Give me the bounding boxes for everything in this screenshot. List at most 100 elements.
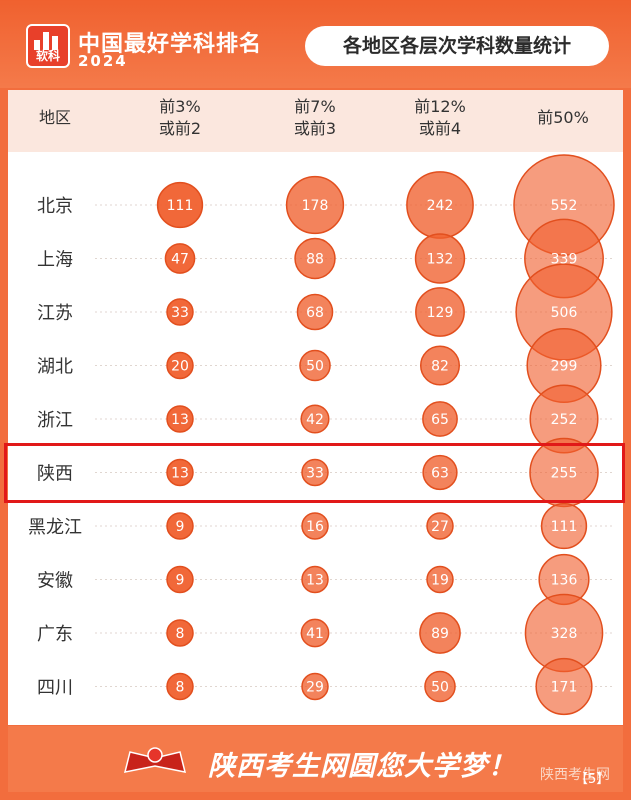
bubble-北京-tier1 bbox=[156, 181, 204, 229]
data-label: 50 bbox=[431, 680, 449, 696]
data-label: 13 bbox=[171, 466, 189, 482]
highlight-box-shaanxi bbox=[4, 443, 625, 503]
region-label: 黑龙江 bbox=[28, 517, 82, 538]
logo-text: 软科 bbox=[35, 49, 60, 63]
region-label: 四川 bbox=[37, 678, 73, 699]
header-banner: 软科 中国最好学科排名 2024 各地区各层次学科数量统计 bbox=[0, 0, 631, 88]
data-label: 13 bbox=[306, 573, 324, 589]
bubble-江苏-tier1 bbox=[166, 298, 194, 326]
data-label: 82 bbox=[431, 359, 449, 375]
data-label: 16 bbox=[306, 519, 324, 535]
region-label: 广东 bbox=[37, 624, 73, 645]
column-header-tier3-line1: 前12% bbox=[414, 97, 466, 116]
region-label: 浙江 bbox=[37, 410, 73, 431]
column-header-tier2-line1: 前7% bbox=[294, 97, 336, 116]
region-label: 北京 bbox=[37, 196, 73, 217]
data-label: 9 bbox=[176, 519, 185, 535]
data-label: 9 bbox=[176, 573, 185, 589]
bubble-陕西-tier3 bbox=[422, 454, 458, 491]
data-label: 328 bbox=[551, 626, 578, 642]
brand-title: 中国最好学科排名 bbox=[78, 32, 263, 57]
bubble-湖北-tier2 bbox=[299, 349, 331, 382]
column-header-tier4-line1: 前50% bbox=[537, 108, 589, 127]
column-header-row bbox=[8, 90, 623, 152]
footer-watermark: 陕西考生网 bbox=[540, 767, 610, 783]
open-book-icon bbox=[123, 747, 187, 773]
bubble-chart: 1114733201313998817888685042331613412924… bbox=[28, 154, 615, 716]
data-label: 111 bbox=[551, 519, 578, 535]
page-number: 【5】 bbox=[575, 772, 610, 787]
bubble-浙江-tier2 bbox=[300, 404, 330, 434]
bubble-浙江-tier1 bbox=[166, 405, 194, 433]
data-label: 65 bbox=[431, 412, 449, 428]
data-label: 252 bbox=[551, 412, 578, 428]
bubble-上海-tier3 bbox=[414, 233, 466, 284]
data-label: 129 bbox=[427, 305, 454, 321]
bubble-安徽-tier3 bbox=[426, 565, 454, 594]
column-header-tier2: 前7% 或前3 bbox=[260, 96, 370, 140]
bubble-黑龙江-tier3 bbox=[426, 512, 454, 540]
data-label: 506 bbox=[551, 305, 578, 321]
shanghairanking-logo: 软科 bbox=[26, 24, 70, 68]
data-label: 63 bbox=[431, 466, 449, 482]
column-header-tier4: 前50% bbox=[508, 107, 618, 129]
footer-banner: 陕西考生网圆您大学梦！ 陕西考生网 【5】 bbox=[0, 726, 631, 800]
bubble-四川-tier2 bbox=[301, 672, 329, 701]
bubble-黑龙江-tier1 bbox=[166, 512, 194, 540]
column-header-tier3-line2: 或前4 bbox=[418, 119, 462, 138]
bubble-广东-tier3 bbox=[419, 612, 461, 654]
chart-title: 各地区各层次学科数量统计 bbox=[305, 26, 609, 66]
data-label: 8 bbox=[176, 626, 185, 642]
data-label: 29 bbox=[306, 680, 324, 696]
column-header-tier2-line2: 或前3 bbox=[293, 119, 337, 138]
bubble-四川-tier3 bbox=[424, 670, 456, 703]
bubble-黑龙江-tier4 bbox=[540, 502, 588, 550]
region-label: 安徽 bbox=[37, 571, 73, 592]
column-header-region-label: 地区 bbox=[38, 108, 71, 127]
data-label: 68 bbox=[306, 305, 324, 321]
data-label: 171 bbox=[551, 680, 578, 696]
data-label: 255 bbox=[551, 466, 578, 482]
bubble-黑龙江-tier2 bbox=[301, 512, 329, 540]
data-label: 27 bbox=[431, 519, 449, 535]
bubble-湖北-tier3 bbox=[419, 345, 461, 386]
bar-chart-icon bbox=[34, 32, 64, 50]
footer-inner bbox=[8, 726, 623, 792]
column-header-region: 地区 bbox=[0, 107, 110, 129]
bubble-安徽-tier1 bbox=[166, 565, 194, 594]
data-label: 47 bbox=[171, 252, 189, 268]
data-label: 19 bbox=[431, 573, 449, 589]
bubble-江苏-tier2 bbox=[296, 293, 334, 331]
footer-slogan: 陕西考生网圆您大学梦！ bbox=[208, 751, 516, 782]
bubble-江苏-tier3 bbox=[415, 287, 465, 337]
bubble-浙江-tier3 bbox=[422, 401, 458, 437]
bubble-北京-tier2 bbox=[285, 175, 345, 235]
data-label: 111 bbox=[167, 198, 194, 214]
bubble-上海-tier1 bbox=[164, 243, 196, 274]
data-label: 242 bbox=[427, 198, 454, 214]
data-label: 33 bbox=[171, 305, 189, 321]
region-label: 上海 bbox=[37, 250, 73, 271]
column-header-tier1-line1: 前3% bbox=[159, 97, 201, 116]
bubble-四川-tier4 bbox=[535, 657, 593, 716]
bubble-陕西-tier1 bbox=[166, 458, 194, 487]
data-label: 20 bbox=[171, 359, 189, 375]
bubble-广东-tier2 bbox=[300, 618, 330, 648]
bubble-安徽-tier2 bbox=[301, 565, 329, 594]
region-label: 江苏 bbox=[37, 303, 73, 324]
region-label: 陕西 bbox=[37, 464, 73, 485]
data-label: 41 bbox=[306, 626, 324, 642]
bubble-上海-tier2 bbox=[294, 237, 336, 280]
region-label: 湖北 bbox=[37, 357, 73, 378]
data-label: 89 bbox=[431, 626, 449, 642]
column-header-tier1: 前3% 或前2 bbox=[125, 96, 235, 140]
data-label: 132 bbox=[427, 252, 454, 268]
data-label: 8 bbox=[176, 680, 185, 696]
data-label: 552 bbox=[551, 198, 578, 214]
data-label: 50 bbox=[306, 359, 324, 375]
bubble-广东-tier1 bbox=[166, 619, 194, 647]
data-label: 88 bbox=[306, 252, 324, 268]
bubble-四川-tier1 bbox=[166, 672, 194, 701]
data-label: 299 bbox=[551, 359, 578, 375]
data-label: 339 bbox=[551, 252, 578, 268]
